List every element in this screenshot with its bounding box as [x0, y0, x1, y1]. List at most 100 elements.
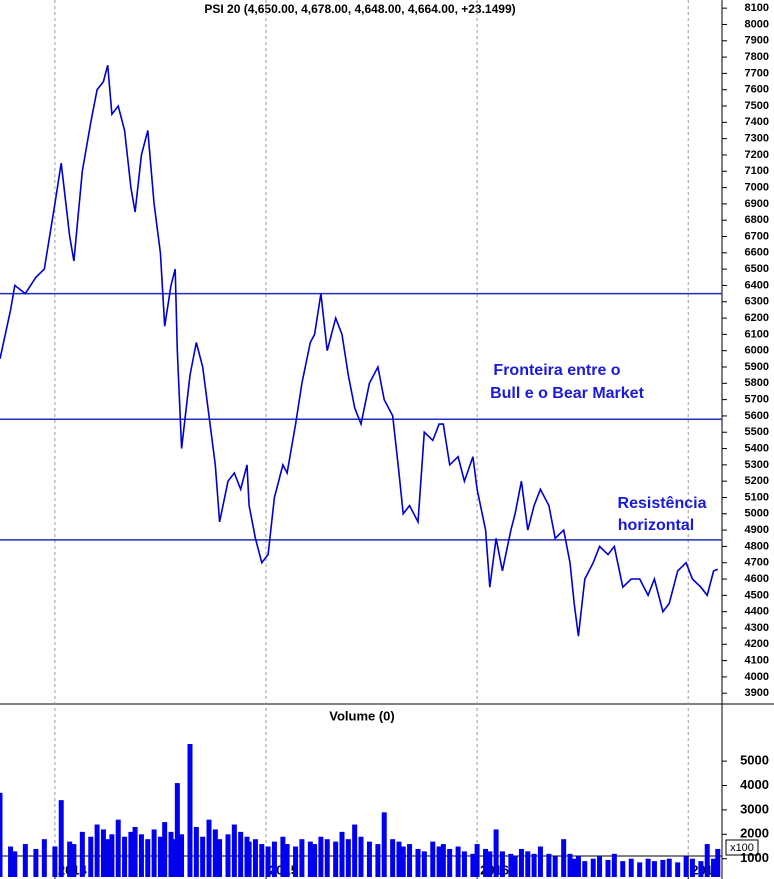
volume-bar [430, 841, 436, 877]
volume-bar [58, 800, 64, 877]
y-tick-label: 4600 [745, 573, 769, 585]
y-tick-label: 6100 [745, 328, 769, 340]
volume-bar [715, 848, 721, 877]
volume-bar [499, 851, 505, 877]
volume-bar [645, 858, 651, 877]
y-tick-label: 5200 [745, 475, 769, 487]
y-tick-label: 5800 [745, 377, 769, 389]
volume-bar [358, 836, 364, 877]
volume-bar [711, 858, 717, 877]
volume-bar [508, 853, 514, 877]
volume-bar [582, 861, 588, 877]
volume-bar [381, 812, 387, 877]
volume-bar [683, 856, 689, 877]
volume-bar [470, 853, 476, 877]
volume-bar [88, 836, 94, 877]
volume-bar [193, 826, 199, 877]
volume-bar [41, 839, 47, 877]
volume-bar [483, 848, 489, 877]
y-tick-label: 8100 [745, 2, 769, 14]
volume-bar [689, 858, 695, 877]
volume-bar [299, 839, 305, 877]
volume-bar [318, 836, 324, 877]
y-tick-label: 8000 [745, 18, 769, 30]
volume-bar [67, 841, 73, 877]
volume-bar [651, 861, 657, 877]
y-tick-label: 6800 [745, 214, 769, 226]
volume-bar [187, 744, 193, 877]
volume-title: Volume (0) [329, 708, 395, 723]
y-tick-label: 2000 [740, 826, 769, 841]
volume-bar [122, 836, 128, 877]
y-tick-label: 5100 [745, 491, 769, 503]
y-tick-label: 7900 [745, 35, 769, 47]
y-tick-label: 5400 [745, 442, 769, 454]
y-tick-label: 4500 [745, 589, 769, 601]
volume-bar [561, 839, 567, 877]
volume-bar [345, 839, 351, 877]
volume-bar [259, 844, 265, 877]
volume-bar [447, 848, 453, 877]
volume-bar [284, 844, 290, 877]
y-tick-label: 7800 [745, 51, 769, 63]
volume-bar [8, 846, 14, 877]
volume-bar [605, 859, 611, 877]
y-tick-label: 6300 [745, 296, 769, 308]
volume-bar [238, 831, 244, 877]
volume-bar [390, 839, 396, 877]
volume-bar [128, 831, 134, 877]
volume-bar [333, 841, 339, 877]
y-tick-label: 6600 [745, 247, 769, 259]
volume-bar [493, 829, 499, 877]
volume-bar [666, 858, 672, 877]
volume-bar [512, 856, 518, 877]
y-tick-label: 5900 [745, 361, 769, 373]
volume-bar [312, 844, 318, 877]
volume-bar [660, 859, 666, 877]
volume-bar [162, 822, 168, 877]
volume-bar [246, 841, 252, 877]
volume-bar [461, 851, 467, 877]
y-tick-label: 4900 [745, 524, 769, 536]
y-tick-label: 7500 [745, 100, 769, 112]
y-tick-label: 7300 [745, 133, 769, 145]
volume-bar [71, 844, 77, 877]
volume-bar [698, 861, 704, 877]
volume-bar [637, 862, 643, 877]
volume-bar [440, 844, 446, 877]
y-tick-label: 6500 [745, 263, 769, 275]
volume-bar [138, 834, 144, 877]
annotation: Resistência [618, 495, 707, 512]
y-tick-label: 5000 [740, 753, 769, 768]
volume-bar [704, 844, 710, 877]
annotation: horizontal [618, 517, 694, 534]
y-tick-label: 4200 [745, 638, 769, 650]
volume-bar [537, 846, 543, 877]
volume-bar [307, 841, 313, 877]
volume-bar [407, 844, 413, 877]
volume-bar [415, 848, 421, 877]
y-tick-label: 4000 [745, 671, 769, 683]
volume-bar [675, 862, 681, 877]
volume-bar [225, 834, 231, 877]
volume-bar [396, 841, 402, 877]
volume-bar [620, 861, 626, 877]
volume-bar [132, 826, 138, 877]
volume-bar [436, 846, 442, 877]
y-tick-label: 4100 [745, 654, 769, 666]
volume-bar [200, 836, 206, 877]
volume-bar [79, 831, 85, 877]
y-tick-label: 4700 [745, 557, 769, 569]
volume-bar [324, 839, 330, 877]
y-tick-label: 5700 [745, 394, 769, 406]
volume-bar [168, 831, 174, 877]
y-tick-label: 3900 [745, 687, 769, 699]
y-tick-label: 6900 [745, 198, 769, 210]
volume-bar [109, 834, 115, 877]
volume-bar [0, 792, 3, 877]
volume-bar [265, 846, 271, 877]
unit-label: x100 [730, 842, 754, 854]
unit-box [725, 839, 759, 856]
